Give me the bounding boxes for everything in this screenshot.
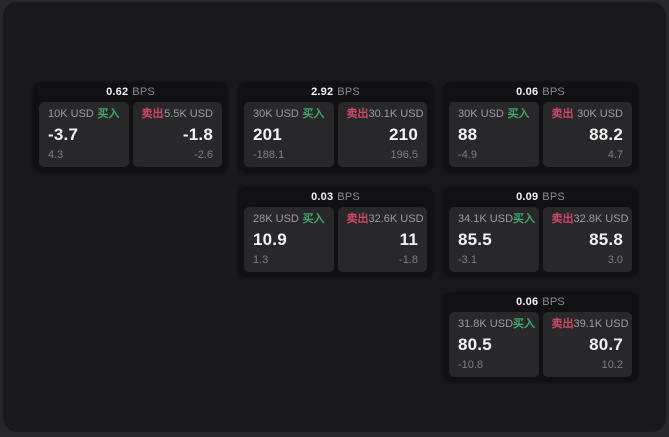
sell-side-label: 卖出 [551,213,574,225]
buy-side-label: 买入 [513,318,536,330]
quote-panels: 10K USD 买入 -3.7 4.3 卖出 5.5K USD -1.8 -2.… [33,102,228,171]
buy-price: -3.7 [48,125,79,144]
buy-quote-panel[interactable]: 34.1K USD 买入 85.5 -3.1 [449,207,539,272]
card-header: 0.06 BPS [443,82,638,102]
bps-value: 0.09 [516,191,539,203]
buy-sub-value: -3.1 [458,254,477,266]
sell-quote-panel[interactable]: 卖出 30.1K USD 210 196.5 [337,102,427,167]
quote-panels: 28K USD 买入 10.9 1.3 卖出 32.6K USD 11 -1.8 [238,207,433,276]
card-header: 0.03 BPS [238,187,433,207]
bps-unit-label: BPS [337,86,360,98]
bps-value: 0.06 [516,296,539,308]
sell-size: 39.1K USD [573,318,629,330]
buy-size: 10K USD [48,108,94,120]
bps-value: 0.62 [106,86,129,98]
card-header: 2.92 BPS [238,82,433,102]
quote-card: 2.92 BPS 30K USD 买入 201 -188.1 卖出 30.1K … [238,82,433,171]
quote-panels: 31.8K USD 买入 80.5 -10.8 卖出 39.1K USD 80.… [443,312,638,381]
card-header: 0.62 BPS [33,82,228,102]
buy-sub-value: 4.3 [48,149,64,161]
bps-value: 0.03 [311,191,334,203]
buy-side-label: 买入 [302,213,325,225]
sell-side-label: 卖出 [346,108,369,120]
quote-panels: 34.1K USD 买入 85.5 -3.1 卖出 32.8K USD 85.8… [443,207,638,276]
quote-card: 0.06 BPS 30K USD 买入 88 -4.9 卖出 30K USD 8… [443,82,638,171]
sell-sub-value: 4.7 [607,149,623,161]
sell-price: -1.8 [182,125,213,144]
sell-side-label: 卖出 [551,318,574,330]
buy-quote-panel[interactable]: 30K USD 买入 88 -4.9 [449,102,539,167]
buy-size: 30K USD [458,108,504,120]
buy-size: 28K USD [253,213,299,225]
sell-price: 210 [389,125,418,144]
bps-value: 0.06 [516,86,539,98]
sell-size: 32.6K USD [368,213,424,225]
bps-unit-label: BPS [542,191,565,203]
sell-size: 32.8K USD [573,213,629,225]
buy-price: 10.9 [253,230,287,249]
card-header: 0.06 BPS [443,292,638,312]
buy-side-label: 买入 [302,108,325,120]
sell-side-label: 卖出 [141,108,164,120]
sell-size: 30.1K USD [368,108,424,120]
buy-quote-panel[interactable]: 31.8K USD 买入 80.5 -10.8 [449,312,539,377]
buy-price: 201 [253,125,282,144]
buy-price: 85.5 [458,230,492,249]
buy-size: 31.8K USD [458,318,514,330]
bps-value: 2.92 [311,86,334,98]
buy-quote-panel[interactable]: 28K USD 买入 10.9 1.3 [244,207,334,272]
sell-side-label: 卖出 [551,108,574,120]
sell-size: 30K USD [577,108,623,120]
sell-price: 80.7 [589,335,623,354]
quote-card: 0.06 BPS 31.8K USD 买入 80.5 -10.8 卖出 39.1… [443,292,638,381]
bps-unit-label: BPS [132,86,155,98]
card-header: 0.09 BPS [443,187,638,207]
buy-price: 80.5 [458,335,492,354]
bps-unit-label: BPS [542,296,565,308]
sell-sub-value: 196.5 [390,149,418,161]
buy-quote-panel[interactable]: 10K USD 买入 -3.7 4.3 [39,102,129,167]
sell-sub-value: -2.6 [194,149,213,161]
buy-price: 88 [458,125,478,144]
buy-size: 30K USD [253,108,299,120]
buy-side-label: 买入 [507,108,530,120]
bps-unit-label: BPS [542,86,565,98]
sell-quote-panel[interactable]: 卖出 30K USD 88.2 4.7 [542,102,632,167]
buy-sub-value: -4.9 [458,149,477,161]
sell-sub-value: -1.8 [399,254,418,266]
sell-price: 88.2 [589,125,623,144]
sell-price: 85.8 [589,230,623,249]
buy-sub-value: -188.1 [253,149,285,161]
quote-card: 0.09 BPS 34.1K USD 买入 85.5 -3.1 卖出 32.8K… [443,187,638,276]
sell-sub-value: 3.0 [607,254,623,266]
sell-quote-panel[interactable]: 卖出 32.8K USD 85.8 3.0 [542,207,632,272]
buy-quote-panel[interactable]: 30K USD 买入 201 -188.1 [244,102,334,167]
buy-side-label: 买入 [513,213,536,225]
app-window: 0.62 BPS 10K USD 买入 -3.7 4.3 卖出 5.5K USD… [3,2,666,432]
quote-panels: 30K USD 买入 88 -4.9 卖出 30K USD 88.2 4.7 [443,102,638,171]
sell-price: 11 [399,230,418,249]
buy-side-label: 买入 [97,108,120,120]
sell-size: 5.5K USD [164,108,213,120]
quote-panels: 30K USD 买入 201 -188.1 卖出 30.1K USD 210 1… [238,102,433,171]
buy-size: 34.1K USD [458,213,514,225]
sell-quote-panel[interactable]: 卖出 5.5K USD -1.8 -2.6 [132,102,222,167]
sell-side-label: 卖出 [346,213,369,225]
quote-card: 0.03 BPS 28K USD 买入 10.9 1.3 卖出 32.6K US… [238,187,433,276]
bps-unit-label: BPS [337,191,360,203]
buy-sub-value: 1.3 [253,254,269,266]
sell-quote-panel[interactable]: 卖出 39.1K USD 80.7 10.2 [542,312,632,377]
sell-sub-value: 10.2 [601,359,623,371]
sell-quote-panel[interactable]: 卖出 32.6K USD 11 -1.8 [337,207,427,272]
quote-card: 0.62 BPS 10K USD 买入 -3.7 4.3 卖出 5.5K USD… [33,82,228,171]
buy-sub-value: -10.8 [458,359,484,371]
